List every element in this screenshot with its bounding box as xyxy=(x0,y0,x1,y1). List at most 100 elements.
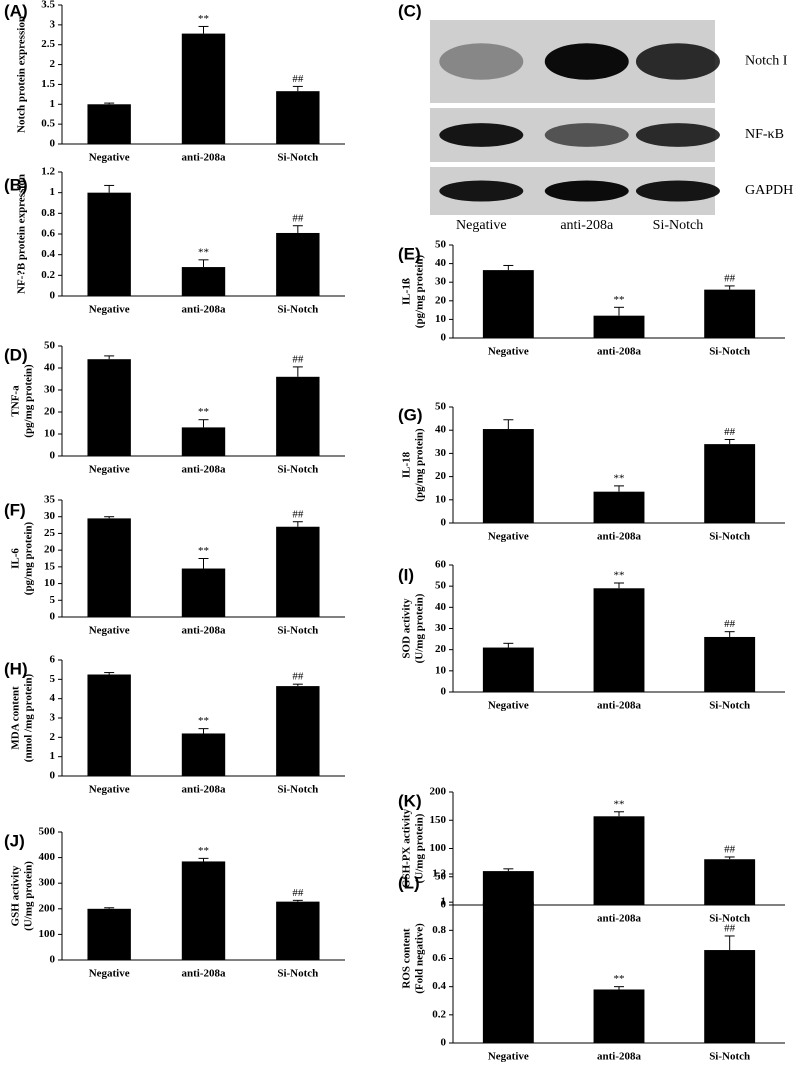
y-tick-label: 2 xyxy=(50,58,56,70)
annotation: ** xyxy=(614,973,625,985)
y-tick-label: 40 xyxy=(435,601,447,613)
x-tick-label: Negative xyxy=(89,152,130,164)
panel-label: (G) xyxy=(398,405,423,424)
y-tick-label: 0 xyxy=(50,290,56,302)
blot-lane-label: anti-208a xyxy=(560,218,614,233)
y-axis-label: (U/mg protein) xyxy=(414,813,426,883)
x-tick-label: Negative xyxy=(488,346,529,358)
annotation: ## xyxy=(292,508,304,520)
error-bar xyxy=(724,285,735,290)
blot-band xyxy=(635,43,720,80)
blot-row-label: NF-κB xyxy=(745,127,784,142)
bar xyxy=(87,674,131,776)
y-tick-label: 40 xyxy=(44,362,56,374)
error-bar xyxy=(104,355,115,360)
error-bar xyxy=(292,225,303,233)
y-tick-label: 4 xyxy=(50,692,56,704)
error-bar xyxy=(104,672,115,675)
x-tick-label: anti-208a xyxy=(597,700,642,712)
x-tick-label: Negative xyxy=(89,784,130,796)
error-bar xyxy=(724,631,735,637)
y-tick-label: 10 xyxy=(435,493,447,505)
bar xyxy=(276,91,320,144)
panel-label: (K) xyxy=(398,791,422,810)
bar xyxy=(87,908,131,960)
y-tick-label: 2 xyxy=(50,731,56,743)
bar xyxy=(482,429,534,523)
y-tick-label: 1 xyxy=(50,186,56,198)
x-tick-label: Si-Notch xyxy=(709,913,750,925)
y-tick-label: 100 xyxy=(430,842,447,854)
x-tick-label: Si-Notch xyxy=(277,304,318,316)
y-tick-label: 40 xyxy=(435,424,447,436)
x-tick-label: anti-208a xyxy=(182,784,227,796)
y-axis-label: ROS content xyxy=(401,928,413,989)
y-tick-label: 0 xyxy=(50,450,56,462)
y-tick-label: 2.5 xyxy=(41,38,55,50)
annotation: ** xyxy=(198,13,209,25)
y-axis-label: Notch protein expression xyxy=(16,16,28,133)
annotation: ** xyxy=(614,798,625,810)
bar xyxy=(181,733,226,776)
x-tick-label: Negative xyxy=(488,1051,529,1063)
x-tick-label: Negative xyxy=(89,304,130,316)
x-tick-label: anti-208a xyxy=(597,531,642,543)
y-tick-label: 0.5 xyxy=(41,118,55,130)
y-axis-label: SOD activity xyxy=(401,598,413,659)
x-tick-label: Si-Notch xyxy=(709,531,750,543)
y-tick-label: 0 xyxy=(441,332,447,344)
y-tick-label: 1 xyxy=(441,896,447,908)
error-bar xyxy=(614,811,624,817)
y-tick-label: 0.4 xyxy=(41,248,55,260)
y-tick-label: 10 xyxy=(435,313,447,325)
panel-label: (H) xyxy=(4,659,28,678)
x-tick-label: Negative xyxy=(89,625,130,637)
error-bar xyxy=(614,485,624,492)
blot-row-label: GAPDH xyxy=(745,183,793,198)
y-tick-label: 1.2 xyxy=(41,166,55,178)
y-tick-label: 10 xyxy=(435,664,447,676)
blot-row-label: Notch I xyxy=(745,54,788,69)
bar xyxy=(704,636,756,692)
error-bar xyxy=(292,899,303,902)
y-tick-label: 0 xyxy=(441,686,447,698)
annotation: ** xyxy=(198,246,209,258)
y-axis-label: TNF-a xyxy=(10,385,22,417)
y-tick-label: 3.5 xyxy=(41,0,55,11)
y-tick-label: 20 xyxy=(435,294,447,306)
y-tick-label: 0.8 xyxy=(432,924,446,936)
x-tick-label: Si-Notch xyxy=(277,625,318,637)
y-tick-label: 30 xyxy=(44,384,56,396)
y-tick-label: 0 xyxy=(50,611,56,623)
error-bar xyxy=(198,25,209,34)
y-tick-label: 0.8 xyxy=(41,207,55,219)
y-tick-label: 0 xyxy=(441,517,447,529)
error-bar xyxy=(503,891,514,903)
y-tick-label: 3 xyxy=(50,18,56,30)
error-bar xyxy=(724,438,735,445)
error-bar xyxy=(614,582,624,589)
y-tick-label: 25 xyxy=(44,527,56,539)
y-axis-label: GSH-PX activity xyxy=(401,808,413,888)
bar xyxy=(276,232,320,296)
blot-band xyxy=(439,123,524,147)
y-tick-label: 5 xyxy=(50,673,56,685)
y-tick-label: 50 xyxy=(435,580,447,592)
y-tick-label: 20 xyxy=(44,544,56,556)
error-bar xyxy=(198,419,209,428)
error-bar xyxy=(104,516,115,519)
blot-lane-label: Si-Notch xyxy=(653,218,704,233)
panel-label: (C) xyxy=(398,1,422,20)
y-tick-label: 35 xyxy=(44,494,56,506)
y-tick-label: 0 xyxy=(50,770,56,782)
y-axis-label: (pg/mg protein) xyxy=(414,428,426,502)
blot-band xyxy=(544,43,629,80)
annotation: ## xyxy=(292,212,304,224)
x-tick-label: anti-208a xyxy=(182,464,227,476)
y-tick-label: 200 xyxy=(430,786,447,798)
annotation: ## xyxy=(292,887,304,899)
bar xyxy=(593,315,645,338)
error-bar xyxy=(724,856,735,860)
y-axis-label: NF-?B protein expression xyxy=(16,174,28,294)
x-tick-label: Si-Notch xyxy=(709,700,750,712)
